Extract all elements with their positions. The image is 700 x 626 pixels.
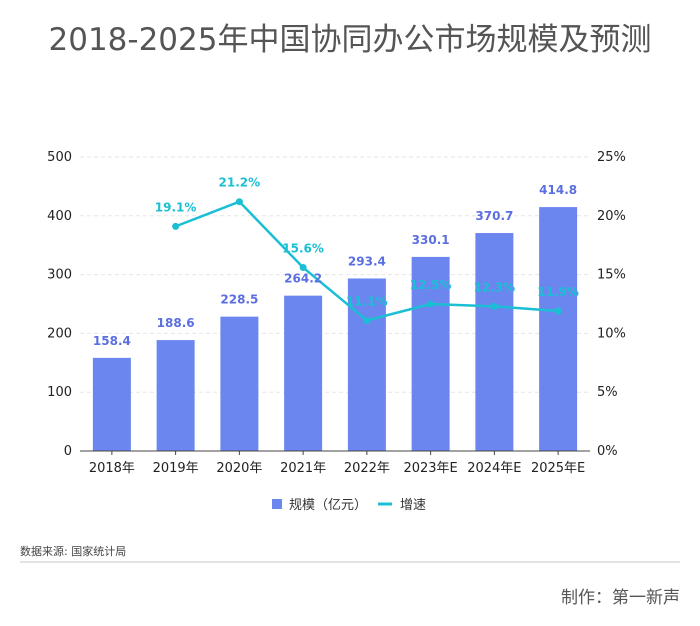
y-right-tick-label: 5%: [597, 385, 618, 400]
footer-divider: [20, 561, 680, 563]
bar-series: [92, 207, 578, 451]
y-right-tick-label: 15%: [597, 268, 626, 283]
data-labels: 158.4 188.6 228.5 264.2 293.4 330.1 370.7 414.8…: [93, 176, 579, 348]
y-left-tick-label: 0: [64, 444, 72, 459]
bar-value-label: 414.8: [539, 183, 577, 197]
bar-value-label: 370.7: [475, 209, 513, 223]
growth-value-label: 12.5%: [410, 278, 452, 292]
credit-text: 制作：第一新声: [561, 588, 680, 608]
growth-value-label: 19.1%: [155, 200, 197, 214]
growth-value-label: 12.3%: [474, 280, 516, 294]
growth-value-label: 15.6%: [282, 242, 324, 256]
y-right-tick-label: 25%: [597, 150, 626, 165]
bar-value-label: 293.4: [348, 254, 386, 268]
x-tick-label: 2021年: [280, 461, 326, 476]
bar: [284, 295, 323, 451]
growth-point: [554, 307, 562, 315]
legend-swatch-bar: [272, 499, 282, 509]
bar: [156, 340, 195, 451]
x-tick-label: 2025年E: [531, 461, 585, 476]
bar: [539, 207, 578, 451]
source-note: 数据来源: 国家统计局: [20, 545, 127, 558]
bar: [411, 256, 450, 451]
bar-value-label: 264.2: [284, 272, 322, 286]
bar: [475, 233, 514, 451]
y-left-tick-label: 300: [47, 268, 72, 283]
growth-value-label: 11.1%: [346, 294, 388, 308]
growth-point: [363, 316, 371, 324]
bar-value-label: 158.4: [93, 334, 131, 348]
x-tick-label: 2019年: [153, 461, 199, 476]
y-left-tick-label: 500: [47, 150, 72, 165]
bar-value-label: 228.5: [220, 293, 258, 307]
legend: 规模（亿元） 增速: [272, 498, 426, 513]
y-left-tick-label: 200: [47, 326, 72, 341]
growth-value-label: 21.2%: [219, 176, 261, 190]
growth-point: [235, 198, 243, 206]
bar: [92, 357, 131, 451]
axes: 0 0% 100 5% 200 10% 300 15% 400 20% 500 25% 2018年 201…: [47, 150, 626, 476]
bar-value-label: 188.6: [157, 316, 195, 330]
y-left-tick-label: 400: [47, 209, 72, 224]
chart-title: 2018-2025年中国协同办公市场规模及预测: [48, 22, 652, 58]
x-tick-label: 2020年: [216, 461, 262, 476]
x-tick-label: 2024年E: [467, 461, 521, 476]
bar: [220, 316, 259, 451]
growth-point: [172, 222, 180, 230]
y-right-tick-label: 20%: [597, 209, 626, 224]
bar: [347, 278, 386, 451]
legend-label-bar: 规模（亿元）: [289, 498, 367, 513]
growth-point: [427, 300, 435, 308]
growth-value-label: 11.9%: [537, 285, 579, 299]
x-tick-label: 2022年: [344, 461, 390, 476]
x-tick-label: 2023年E: [403, 461, 457, 476]
x-tick-label: 2018年: [89, 461, 135, 476]
y-right-tick-label: 0%: [597, 444, 618, 459]
growth-point: [299, 264, 307, 272]
grid-lines: [80, 156, 590, 393]
legend-label-line: 增速: [400, 498, 426, 513]
bar-value-label: 330.1: [412, 233, 450, 247]
growth-line-series: [172, 198, 562, 324]
y-left-tick-label: 100: [47, 385, 72, 400]
y-right-tick-label: 10%: [597, 326, 626, 341]
growth-point: [490, 302, 498, 310]
